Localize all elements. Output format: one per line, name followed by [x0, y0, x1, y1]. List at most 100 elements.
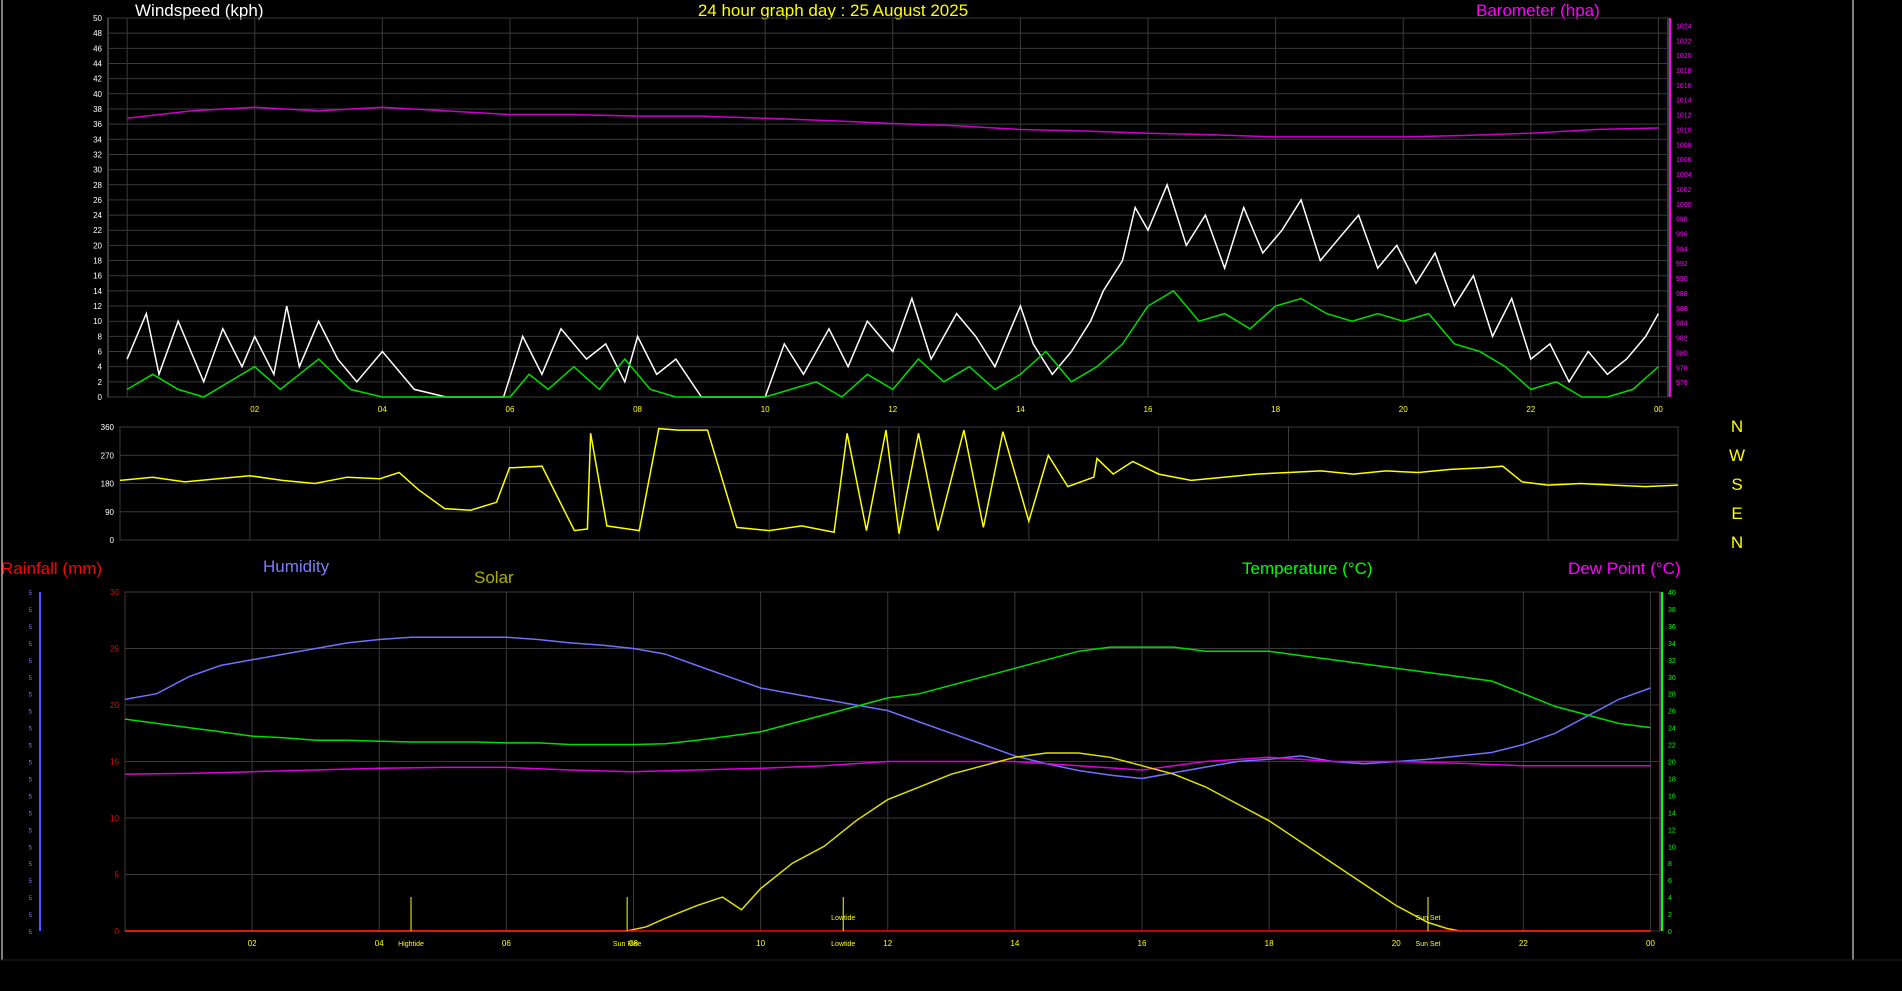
- rain-side-tick: 5: [29, 642, 33, 648]
- y-tick-right: 998: [1676, 217, 1688, 224]
- y-tick-right: 1004: [1676, 172, 1692, 179]
- event-label: Sun Rise: [613, 941, 642, 948]
- rain-side-tick: 5: [29, 811, 33, 817]
- rain-side-tick: 5: [29, 676, 33, 682]
- y-tick-right: 1000: [1676, 202, 1692, 209]
- y-tick-right: 1018: [1676, 68, 1692, 75]
- y-tick-left: 90: [105, 508, 114, 517]
- y-tick-right: 1012: [1676, 113, 1692, 120]
- x-tick-label: 02: [250, 405, 259, 414]
- y-tick-right: 32: [1668, 658, 1676, 665]
- x-tick-label: 18: [1271, 405, 1280, 414]
- rain-side-tick: 5: [29, 777, 33, 783]
- rain-side-tick: 5: [29, 659, 33, 665]
- rain-side-tick: 5: [29, 828, 33, 834]
- x-tick-label: 22: [1519, 939, 1528, 948]
- rain-side-tick: 5: [29, 896, 33, 902]
- y-tick-left: 46: [93, 44, 102, 53]
- y-tick-right: 40: [1668, 590, 1676, 597]
- y-tick-right: 1002: [1676, 187, 1692, 194]
- x-tick-label: 20: [1392, 939, 1401, 948]
- y-tick-right: 36: [1668, 624, 1676, 631]
- y-tick-right: 990: [1676, 276, 1688, 283]
- event-label: Lowtide: [831, 941, 855, 948]
- x-tick-label: 04: [375, 939, 384, 948]
- y-tick-right: 30: [1668, 675, 1676, 682]
- y-tick-left: 40: [93, 90, 102, 99]
- y-tick-right: 1016: [1676, 83, 1692, 90]
- series-temperature: [124, 646, 1651, 746]
- y-tick-right: 28: [1668, 692, 1676, 699]
- y-tick-right: 1014: [1676, 98, 1692, 105]
- y-tick-left: 44: [93, 59, 102, 68]
- y-tick-left: 2: [98, 378, 103, 387]
- humidity-legend-label: Humidity: [263, 557, 330, 576]
- direction-panel: 0 90 180 270 360: [101, 423, 1679, 545]
- x-tick-label: 00: [1646, 939, 1655, 948]
- y-tick-left: 0: [110, 536, 115, 545]
- rain-side-tick: 5: [29, 727, 33, 733]
- y-tick-left: 32: [93, 150, 102, 159]
- x-tick-label: 08: [629, 939, 638, 948]
- y-tick-right: 1010: [1676, 127, 1692, 134]
- barometer-axis-label: Barometer (hpa): [1476, 1, 1600, 20]
- rain-side-tick: 5: [29, 794, 33, 800]
- y-tick-right: 2: [1668, 912, 1672, 919]
- y-tick-left: 30: [110, 588, 119, 597]
- rain-side-tick: 5: [29, 879, 33, 885]
- y-tick-left: 10: [93, 317, 102, 326]
- y-tick-left: 42: [93, 75, 102, 84]
- y-tick-right: 1024: [1676, 23, 1692, 30]
- y-tick-right: 996: [1676, 232, 1688, 239]
- rain-side-tick: 5: [29, 913, 33, 919]
- y-tick-left: 50: [93, 14, 102, 23]
- y-tick-right: 992: [1676, 261, 1688, 268]
- y-tick-left: 28: [93, 181, 102, 190]
- y-tick-right: 24: [1668, 726, 1676, 733]
- y-tick-right: 988: [1676, 291, 1688, 298]
- y-tick-right: 1022: [1676, 38, 1692, 45]
- y-tick-right: 16: [1668, 793, 1676, 800]
- x-tick-label: 08: [633, 405, 642, 414]
- y-tick-left: 6: [98, 348, 103, 357]
- y-tick-right: 1008: [1676, 142, 1692, 149]
- x-tick-label: 14: [1016, 405, 1025, 414]
- y-tick-right: 14: [1668, 810, 1676, 817]
- rain-side-tick: 5: [29, 845, 33, 851]
- y-tick-left: 14: [93, 287, 102, 296]
- y-tick-left: 34: [93, 135, 102, 144]
- y-tick-left: 36: [93, 120, 102, 129]
- y-tick-left: 0: [115, 927, 120, 936]
- y-tick-left: 25: [110, 645, 119, 654]
- y-tick-right: 12: [1668, 827, 1676, 834]
- rain-side-tick: 5: [29, 591, 33, 597]
- rain-side-tick: 5: [29, 710, 33, 716]
- y-tick-right: 986: [1676, 306, 1688, 313]
- solar-legend-label: Solar: [474, 568, 514, 587]
- y-tick-left: 22: [93, 226, 102, 235]
- series-dew-point: [124, 756, 1651, 775]
- y-tick-right: 994: [1676, 246, 1688, 253]
- dewpoint-axis-label: Dew Point (°C): [1568, 559, 1681, 578]
- y-tick-left: 24: [93, 211, 102, 220]
- y-tick-right: 6: [1668, 878, 1672, 885]
- series-barometer: [127, 106, 1659, 138]
- y-tick-right: 18: [1668, 776, 1676, 783]
- y-tick-right: 980: [1676, 350, 1688, 357]
- y-tick-left: 20: [93, 241, 102, 250]
- x-tick-label: 18: [1265, 939, 1274, 948]
- x-tick-label: 10: [761, 405, 770, 414]
- y-tick-left: 26: [93, 196, 102, 205]
- x-tick-label: 12: [883, 939, 892, 948]
- rain-side-tick: 5: [29, 608, 33, 614]
- y-tick-right: 20: [1668, 760, 1676, 767]
- y-tick-left: 20: [110, 701, 119, 710]
- y-tick-left: 180: [101, 480, 115, 489]
- x-tick-label: 12: [888, 405, 897, 414]
- y-tick-left: 30: [93, 166, 102, 175]
- y-tick-left: 16: [93, 272, 102, 281]
- y-tick-right: 8: [1668, 861, 1672, 868]
- x-tick-label: 06: [506, 405, 515, 414]
- x-tick-label: 06: [502, 939, 511, 948]
